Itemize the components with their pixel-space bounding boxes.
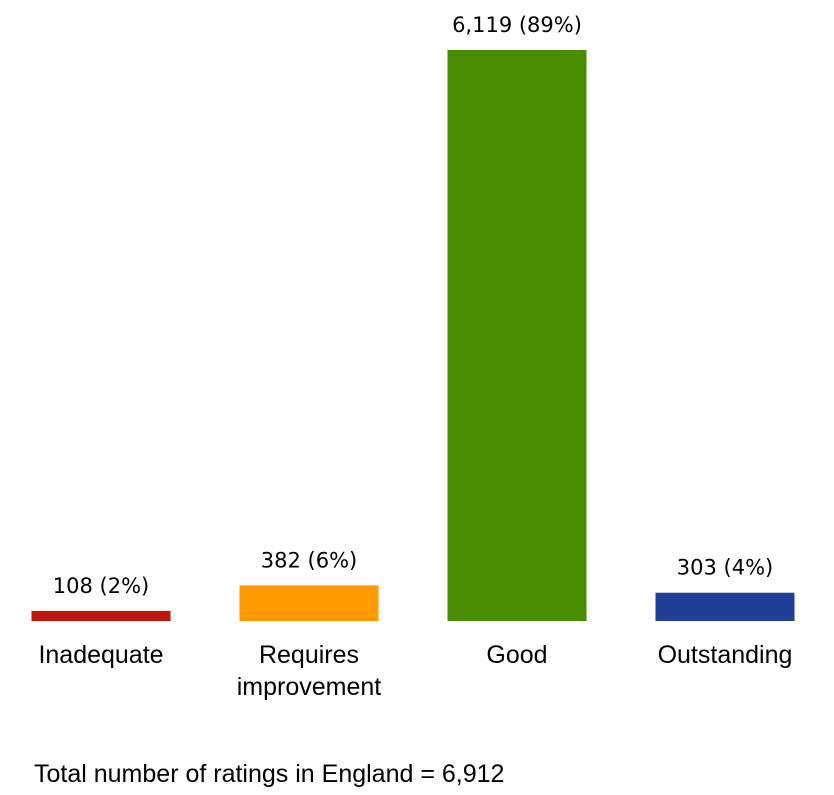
total-ratings-note: Total number of ratings in England = 6,9… [34,760,505,788]
category-label-requires-improvement-line-1: Requires [259,641,359,669]
data-label-inadequate: 108 (2%) [53,574,149,598]
bar-good [447,50,587,621]
bar-requires-improvement [239,585,379,621]
data-label-good: 6,119 (89%) [452,13,582,37]
data-label-outstanding: 303 (4%) [677,556,773,580]
bar-inadequate [31,610,171,621]
bar-outstanding [655,592,795,621]
category-label-good: Good [486,641,547,669]
category-label-inadequate: Inadequate [38,641,163,669]
bar-chart: 108 (2%) Inadequate 382 (6%) Requires improv… [31,13,795,701]
category-label-outstanding: Outstanding [658,641,793,669]
category-label-requires-improvement-line-2: improvement [237,673,382,701]
data-label-requires-improvement: 382 (6%) [261,548,357,572]
